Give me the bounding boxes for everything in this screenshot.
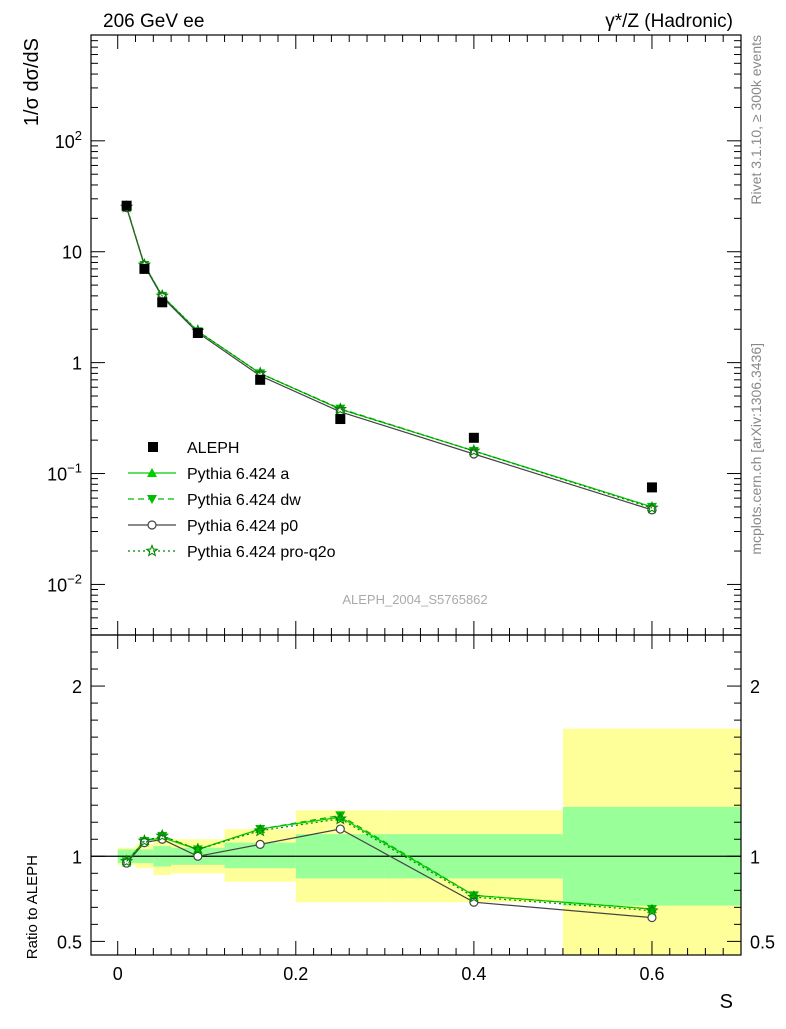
star-marker [333, 811, 347, 825]
data-point [121, 200, 132, 211]
star-marker [253, 823, 267, 837]
x-tick-label: 0.4 [461, 964, 486, 984]
ratio-y-tick-label-right: 0.5 [750, 932, 775, 952]
main-axis-ticks [91, 34, 742, 635]
ratio-y-tick-label: 0.5 [57, 932, 82, 952]
series-line [126, 207, 653, 511]
data-point [335, 414, 346, 425]
header-right: γ*/Z (Hadronic) [605, 11, 733, 32]
star-marker [145, 544, 159, 557]
legend-label: Pythia 6.424 dw [187, 492, 301, 509]
legend-label: Pythia 6.424 p0 [187, 518, 298, 535]
mcplots-text: mcplots.cern.ch [arXiv:1306.3436] [748, 343, 764, 555]
star-marker [645, 903, 659, 917]
star-marker [137, 833, 152, 847]
x-axis-label: S [720, 991, 733, 1013]
star-marker [467, 890, 481, 903]
star-marker [467, 443, 481, 457]
star-marker [191, 842, 205, 856]
y-tick-label: 1 [72, 354, 82, 374]
data-point [646, 482, 657, 493]
ratio-y-tick-label-right: 2 [750, 677, 760, 697]
ratio-y-tick-label: 1 [72, 847, 82, 867]
triangle-marker [147, 468, 157, 477]
series-line [126, 206, 653, 508]
series-line [126, 206, 653, 509]
data-point [157, 297, 168, 308]
data-points [121, 200, 657, 493]
data-point [139, 263, 150, 274]
circle-marker [335, 824, 345, 834]
legend-label: ALEPH [187, 440, 239, 457]
star-marker [155, 828, 169, 842]
circle-marker [255, 839, 265, 849]
y-tick-label: 10 [62, 243, 82, 263]
ratio-series-lines [119, 811, 659, 923]
ratio-y-tick-labels: 0.5 0.5 1 1 2 2 [57, 677, 775, 952]
triangle-down-marker [468, 891, 479, 901]
x-tick-labels: 0 0.2 0.4 0.6 [113, 964, 665, 984]
data-point [192, 328, 203, 339]
ratio-y-tick-label: 2 [72, 677, 82, 697]
ratio-frame [90, 634, 742, 956]
series-line [126, 207, 653, 508]
y-tick-label: 102 [55, 128, 82, 152]
header-left: 206 GeV ee [103, 11, 204, 32]
legend-label: Pythia 6.424 pro-q2o [187, 544, 336, 561]
ratio-y-tick-label-right: 1 [750, 847, 760, 867]
ratio-axis-ticks [91, 635, 742, 955]
legend-marker [148, 442, 158, 452]
circle-marker [147, 520, 157, 530]
main-y-axis-label: 1/σ dσ/dS [21, 38, 43, 126]
x-tick-label: 0.2 [283, 964, 308, 984]
rivet-version-text: Rivet 3.1.10, ≥ 300k events [748, 35, 764, 205]
star-marker [645, 500, 659, 514]
ratio-plot-panel: 0.5 0.5 1 1 2 2 0 0.2 0.4 0.6 Ratio to ALEPH S [24, 634, 775, 1013]
y-tick-label: 10−2 [47, 571, 82, 595]
triangle-down-marker [646, 905, 657, 915]
uncertainty-bands [117, 728, 741, 955]
main-y-tick-labels: 10−2 10−1 1 10 102 [47, 128, 82, 596]
legend: ALEPH Pythia 6.424 a Pythia 6.424 dw Pythia… [128, 440, 336, 561]
triangle-down-marker [255, 825, 266, 835]
x-tick-label: 0 [113, 964, 123, 984]
ratio-series-line [126, 818, 653, 912]
triangle-down-marker [147, 495, 157, 504]
x-tick-label: 0.6 [639, 964, 664, 984]
data-point [255, 374, 266, 385]
triangle-down-marker [335, 811, 346, 821]
star-marker [119, 854, 134, 868]
data-point [468, 432, 479, 443]
legend-label: Pythia 6.424 a [187, 466, 289, 483]
ratio-y-axis-label: Ratio to ALEPH [24, 855, 41, 959]
main-plot-panel: 10−2 10−1 1 10 102 ALEPH_2004_S5765862 1/σ d… [21, 34, 742, 636]
watermark-label: ALEPH_2004_S5765862 [342, 592, 487, 607]
y-tick-label: 10−1 [47, 461, 82, 485]
star-marker [333, 402, 347, 415]
